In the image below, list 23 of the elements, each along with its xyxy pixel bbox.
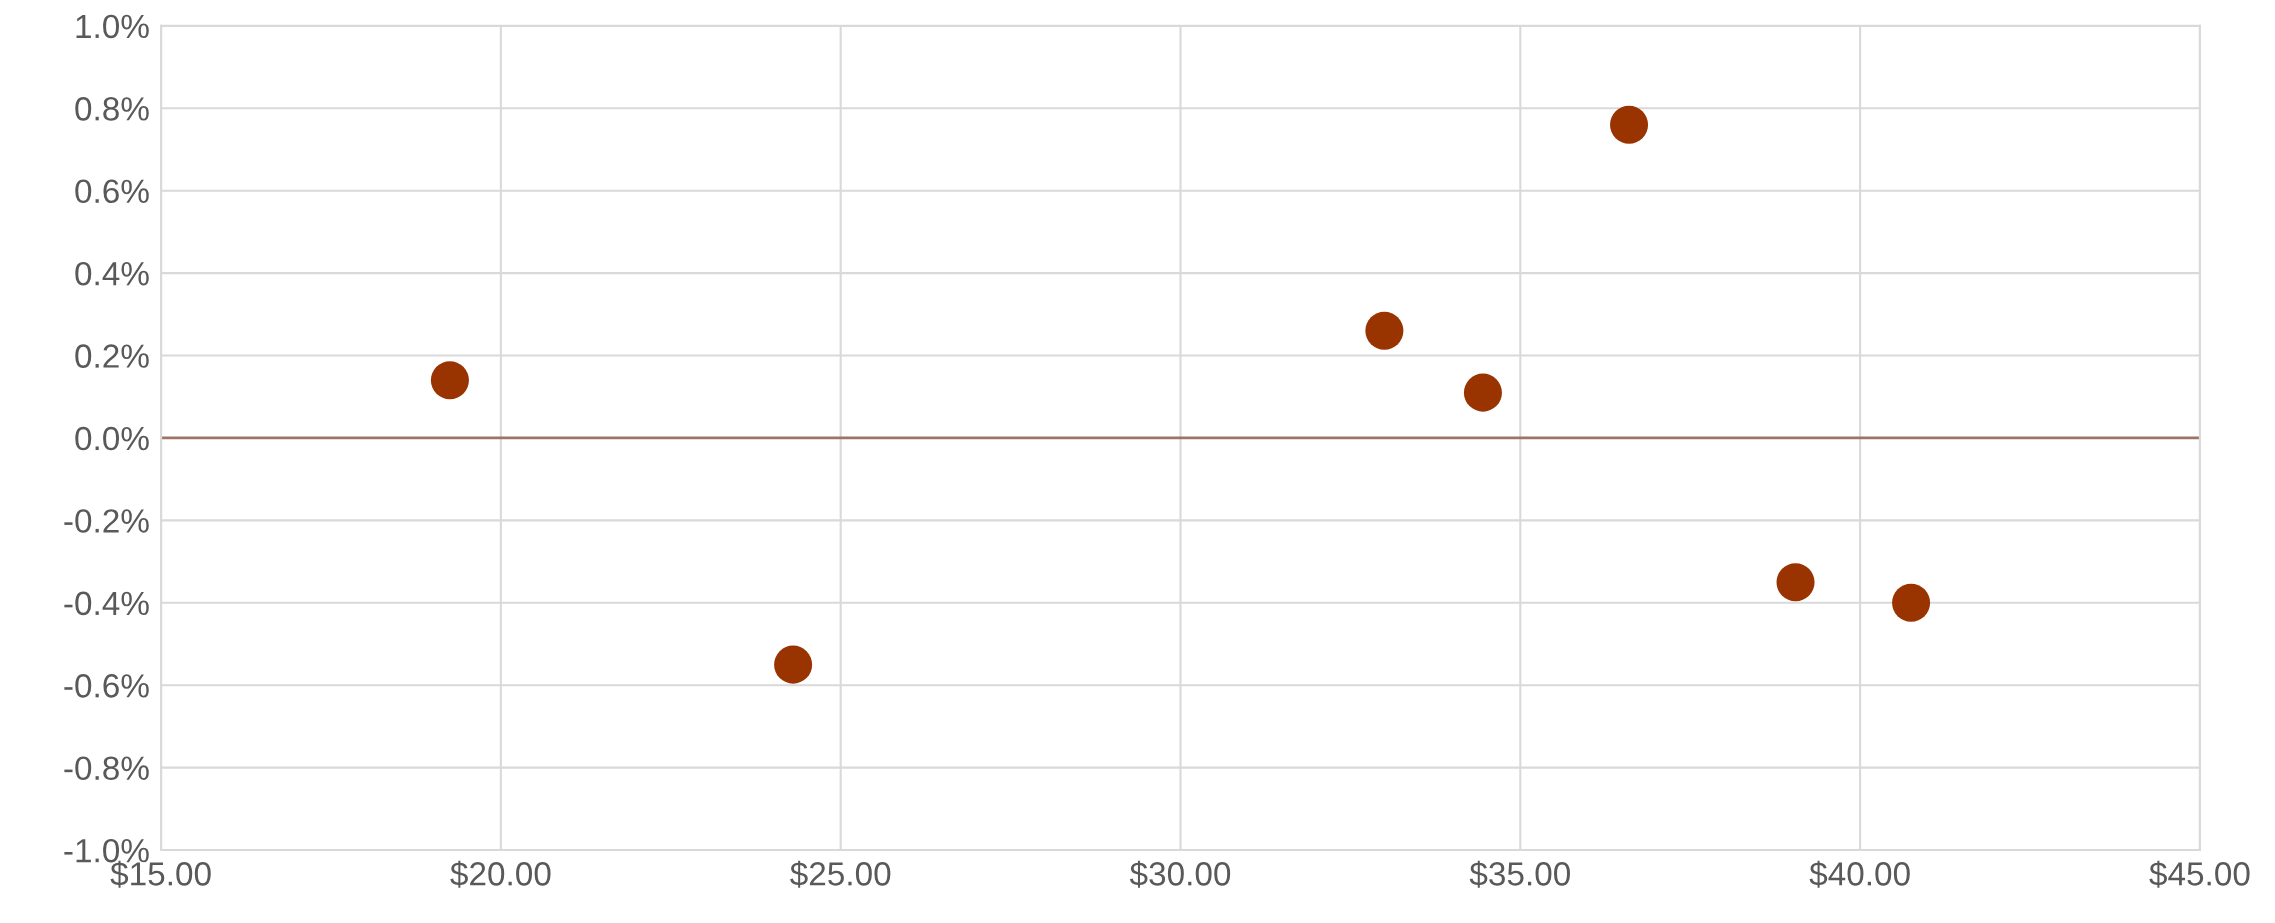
point xyxy=(774,645,813,684)
x-tick-label: $25.00 xyxy=(790,860,891,888)
y-tick-label: 1.0% xyxy=(76,14,149,39)
y-tick-label: -0.2% xyxy=(64,509,149,533)
y-tick-label: -0.6% xyxy=(64,674,149,698)
y-tick-label: 0.8% xyxy=(75,97,149,121)
point xyxy=(430,361,469,400)
x-tick-label: $35.00 xyxy=(1469,860,1570,888)
x-tick-label: $40.00 xyxy=(1809,860,1910,888)
point xyxy=(1892,583,1931,622)
point xyxy=(1463,373,1502,412)
x-tick-label: $30.00 xyxy=(1129,860,1231,888)
y-tick-label: 0.0% xyxy=(75,426,149,451)
x-tick-label: $20.00 xyxy=(450,860,551,888)
y-tick-label: 0.4% xyxy=(75,261,149,286)
point xyxy=(1365,311,1404,350)
y-tick-label: 0.6% xyxy=(75,179,149,204)
y-tick-label: -0.4% xyxy=(64,591,149,616)
y-tick-label: -0.8% xyxy=(64,756,149,781)
x-tick-label: $45.00 xyxy=(2149,860,2250,888)
point xyxy=(1610,105,1649,144)
point xyxy=(1776,563,1815,602)
y-tick-label: 0.2% xyxy=(75,344,149,368)
